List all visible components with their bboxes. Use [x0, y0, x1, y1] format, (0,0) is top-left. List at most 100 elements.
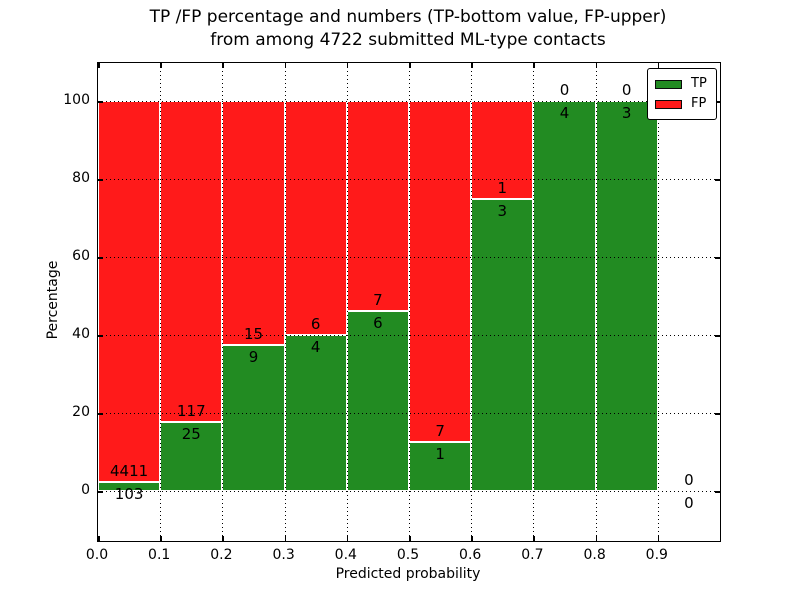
- bar-label-fp: 0: [621, 81, 632, 99]
- y-tick-mark: [715, 179, 720, 181]
- x-tick-label: 0.0: [85, 547, 109, 563]
- y-tick-mark: [98, 413, 103, 415]
- y-tick-mark: [715, 101, 720, 103]
- x-tick-label: 0.4: [334, 547, 357, 563]
- x-tick-mark: [657, 536, 660, 541]
- y-tick-label: 20: [72, 404, 90, 420]
- x-tick-label: 0.5: [396, 547, 420, 563]
- bar-label-tp: 3: [621, 104, 632, 122]
- y-tick-mark: [98, 491, 103, 493]
- bar-label-fp: 7: [435, 422, 445, 441]
- bar-segment-fp: [98, 101, 161, 483]
- gridline-vertical: [533, 63, 535, 541]
- bar-segment-tp: [98, 482, 161, 491]
- fp-legend-swatch: [655, 99, 682, 109]
- x-tick-mark: [346, 63, 349, 68]
- x-tick-mark: [471, 536, 473, 541]
- bar-segment-tp: [160, 422, 223, 491]
- bar-label-fp: 7: [373, 291, 383, 309]
- gridline-vertical: [409, 63, 410, 541]
- gridline-vertical: [160, 63, 162, 541]
- tp-legend-swatch: [655, 79, 682, 89]
- y-tick-mark: [98, 101, 103, 103]
- x-tick-mark: [533, 536, 535, 541]
- x-tick-mark: [471, 63, 473, 68]
- bar-label-tp: 103: [114, 485, 144, 504]
- bar-segment-fp: [160, 101, 223, 423]
- bar-label-tp: 9: [248, 347, 259, 366]
- bar-segment-tp: [595, 101, 658, 491]
- y-tick-mark: [715, 257, 720, 259]
- y-tick-label: 100: [63, 92, 90, 108]
- bar-segment-fp: [284, 101, 347, 335]
- x-tick-label: 0.9: [645, 547, 668, 563]
- x-tick-mark: [222, 63, 224, 68]
- x-tick-mark: [595, 63, 598, 68]
- x-tick-mark: [657, 63, 660, 68]
- bar-label-fp: 0: [559, 81, 570, 99]
- x-tick-mark: [98, 63, 100, 68]
- bar-label-tp: 4: [310, 338, 321, 356]
- chart-title-line2: from among 4722 submitted ML-type contac…: [210, 30, 606, 50]
- y-tick-mark: [98, 335, 103, 337]
- bar-segment-tp: [222, 344, 285, 491]
- x-tick-mark: [409, 63, 411, 68]
- tp-legend-label: TP: [691, 76, 707, 91]
- x-tick-mark: [284, 536, 287, 541]
- fp-legend-label: FP: [691, 96, 707, 111]
- bar-segment-fp: [409, 101, 472, 443]
- gridline-vertical: [471, 63, 473, 541]
- y-tick-mark: [98, 257, 103, 259]
- bar-label-tp: 1: [435, 445, 445, 464]
- x-tick-mark: [346, 536, 349, 541]
- chart-title-line1: TP /FP percentage and numbers (TP-bottom…: [149, 7, 667, 27]
- x-tick-label: 0.6: [459, 547, 482, 563]
- y-tick-mark: [98, 179, 103, 181]
- x-tick-mark: [595, 536, 598, 541]
- y-tick-label: 80: [72, 170, 90, 186]
- x-tick-label: 0.2: [210, 547, 233, 563]
- bar-segment-tp: [409, 442, 472, 491]
- y-tick-label: 0: [81, 482, 90, 498]
- gridline-vertical: [222, 63, 224, 541]
- bar-segment-tp: [471, 198, 534, 491]
- x-tick-mark: [533, 63, 535, 68]
- x-axis-label: Predicted probability: [335, 566, 481, 582]
- x-tick-label: 0.3: [272, 547, 295, 563]
- bar-label-tp: 3: [497, 201, 508, 220]
- y-tick-label: 40: [72, 326, 90, 342]
- x-tick-label: 0.8: [583, 547, 606, 563]
- bar-label-tp: 4: [559, 104, 570, 122]
- y-tick-mark: [715, 335, 720, 337]
- legend-entry-fp: FP: [655, 94, 707, 114]
- bar-label-tp: 6: [373, 314, 383, 332]
- legend-entry-tp: TP: [655, 74, 707, 94]
- chart-title: TP /FP percentage and numbers (TP-bottom…: [97, 6, 719, 52]
- bar-label-fp: 4411: [110, 462, 149, 481]
- gridline-vertical: [346, 63, 348, 541]
- x-tick-label: 0.1: [148, 547, 171, 563]
- bar-label-tp: 25: [181, 425, 201, 444]
- bar-label-fp: 6: [310, 315, 321, 333]
- legend: TP FP: [647, 68, 717, 120]
- bar-label-fp: 1: [497, 178, 508, 197]
- x-tick-mark: [160, 63, 162, 68]
- bar-segment-fp: [222, 101, 285, 345]
- plot-area: TP FP 4411 103 117 25 15 9 6 4 7 6 7 1 1 3 0 4 0 3 0 0: [97, 62, 721, 542]
- gridline-vertical: [595, 63, 597, 541]
- x-tick-label: 0.7: [521, 547, 544, 563]
- bar-label-fp: 117: [176, 402, 206, 421]
- bar-label-fp: 15: [243, 324, 264, 343]
- x-tick-mark: [409, 536, 411, 541]
- gridline-vertical: [657, 63, 659, 541]
- bar-segment-tp: [346, 311, 409, 491]
- bar-segment-tp: [533, 101, 596, 491]
- x-tick-mark: [98, 536, 100, 541]
- bar-segment-fp: [346, 101, 409, 311]
- x-tick-mark: [222, 536, 224, 541]
- bar-label-tp: 0: [684, 494, 694, 512]
- bar-segment-fp: [471, 101, 534, 199]
- bar-label-fp: 0: [684, 471, 694, 489]
- y-tick-mark: [715, 491, 720, 493]
